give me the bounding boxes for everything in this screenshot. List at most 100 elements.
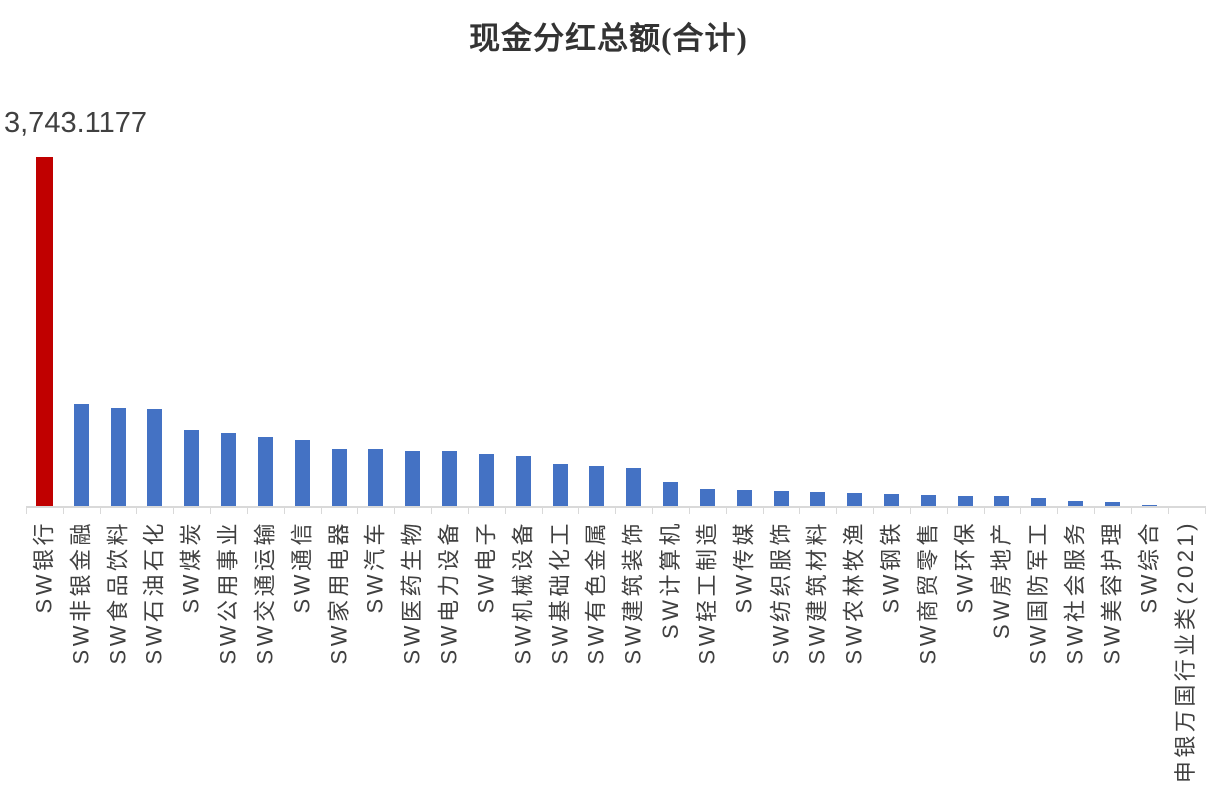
chart-bar — [957, 496, 973, 506]
x-axis-label-cell: SW通信 — [284, 520, 321, 809]
chart-bar — [35, 157, 53, 506]
x-axis-tick — [688, 506, 690, 514]
x-axis-tick — [909, 506, 911, 514]
x-axis-tick — [394, 506, 396, 514]
x-axis-label-cell: SW传媒 — [726, 520, 763, 809]
x-axis-tick — [1094, 506, 1096, 514]
x-axis-tick — [836, 506, 838, 514]
chart-bar — [515, 456, 531, 506]
x-axis-tick — [1057, 506, 1059, 514]
max-bar-data-label: 3,743.1177 — [4, 107, 147, 139]
x-axis-label: SW银行 — [31, 520, 57, 614]
x-axis-label: SW电子 — [473, 520, 499, 614]
x-axis-label-cell: SW电力设备 — [431, 520, 468, 809]
chart-bar — [73, 404, 89, 506]
x-axis-label: SW食品饮料 — [105, 520, 131, 665]
x-axis-label: SW农林牧渔 — [841, 520, 867, 665]
x-axis-tick — [320, 506, 322, 514]
x-axis-tick — [1167, 506, 1169, 514]
x-axis-tick — [873, 506, 875, 514]
x-axis-label: SW计算机 — [657, 520, 683, 639]
chart-bar — [1141, 505, 1157, 506]
x-axis-tick — [173, 506, 175, 514]
x-axis-label: SW国防军工 — [1025, 520, 1051, 665]
chart-bar — [884, 494, 899, 506]
x-axis-label-cell: SW综合 — [1131, 520, 1168, 809]
x-axis-label-cell: SW银行 — [26, 520, 63, 809]
x-axis-label: SW建筑材料 — [804, 520, 830, 665]
x-axis-label-cell: SW有色金属 — [578, 520, 615, 809]
x-axis-tick — [1130, 506, 1132, 514]
x-axis-label: 申银万国行业类(2021) — [1173, 520, 1199, 784]
chart-bar — [552, 464, 568, 506]
x-axis-label-cell: SW纺织服饰 — [763, 520, 800, 809]
x-axis-label: SW交通运输 — [252, 520, 278, 665]
x-axis-label-cell: SW非银金融 — [63, 520, 100, 809]
chart-bar — [405, 451, 421, 506]
chart-bar — [442, 451, 458, 506]
x-axis-tick — [504, 506, 506, 514]
x-axis-label: SW非银金融 — [68, 520, 94, 665]
chart-bar — [1068, 501, 1084, 506]
chart-bar — [294, 440, 310, 506]
x-axis-label-cell: SW煤炭 — [173, 520, 210, 809]
x-axis-label: SW基础化工 — [547, 520, 573, 665]
x-axis-label-cell: SW医药生物 — [394, 520, 431, 809]
x-axis-label: SW机械设备 — [510, 520, 536, 665]
x-axis-tick — [652, 506, 654, 514]
x-axis-tick — [99, 506, 101, 514]
chart-bar — [478, 454, 494, 506]
x-axis-label: SW煤炭 — [178, 520, 204, 614]
x-axis-label-cell: SW电子 — [468, 520, 505, 809]
x-axis-tick — [1204, 506, 1206, 514]
x-axis-tick — [762, 506, 764, 514]
x-axis-tick — [725, 506, 727, 514]
x-axis-label-cell: 申银万国行业类(2021) — [1168, 520, 1205, 809]
chart-bar — [736, 490, 752, 506]
x-axis-label-cell: SW社会服务 — [1057, 520, 1094, 809]
chart-bar — [773, 491, 789, 506]
x-axis-label: SW房地产 — [989, 520, 1014, 639]
x-axis-label-cell: SW农林牧渔 — [836, 520, 873, 809]
x-axis-label: SW通信 — [289, 520, 315, 614]
x-axis-tick — [467, 506, 469, 514]
chart-bar — [994, 496, 1010, 506]
x-axis-label-cell: SW机械设备 — [505, 520, 542, 809]
x-axis-label: SW社会服务 — [1062, 520, 1088, 665]
x-axis-label: SW建筑装饰 — [620, 520, 646, 665]
x-axis-tick — [1020, 506, 1022, 514]
x-axis-tick — [136, 506, 138, 514]
x-axis-label: SW美容护理 — [1099, 520, 1125, 665]
x-axis-label-cell: SW计算机 — [652, 520, 689, 809]
chart-bar — [147, 409, 163, 506]
x-axis-tick — [210, 506, 212, 514]
x-axis-label: SW有色金属 — [583, 520, 609, 665]
x-axis-label-cell: SW石油石化 — [136, 520, 173, 809]
chart-bar — [663, 482, 679, 506]
chart-bar — [110, 408, 126, 506]
x-axis-label: SW公用事业 — [215, 520, 241, 665]
chart-bar — [810, 492, 826, 506]
x-axis-label-cell: SW基础化工 — [542, 520, 579, 809]
x-axis-label: SW环保 — [952, 520, 978, 614]
x-axis-label-cell: SW食品饮料 — [100, 520, 137, 809]
x-axis-label: SW电力设备 — [436, 520, 462, 665]
x-axis-label-cell: SW公用事业 — [210, 520, 247, 809]
x-axis-label: SW钢铁 — [878, 520, 904, 614]
x-axis-tick — [541, 506, 543, 514]
chart-bar — [257, 437, 273, 506]
x-axis-tick — [431, 506, 433, 514]
x-axis-label: SW石油石化 — [141, 520, 167, 665]
x-axis-tick — [615, 506, 617, 514]
x-axis-label-cell: SW建筑材料 — [799, 520, 836, 809]
x-axis-label: SW传媒 — [731, 520, 757, 614]
x-axis-label-cell: SW汽车 — [357, 520, 394, 809]
x-axis-label: SW纺织服饰 — [768, 520, 794, 665]
x-axis-tick — [357, 506, 359, 514]
x-axis-tick — [26, 506, 27, 514]
chart-bar — [1031, 498, 1047, 506]
x-axis-label-cell: SW国防军工 — [1020, 520, 1057, 809]
chart-bar — [589, 466, 605, 506]
chart-bar — [221, 433, 237, 506]
chart-bar — [920, 495, 936, 506]
